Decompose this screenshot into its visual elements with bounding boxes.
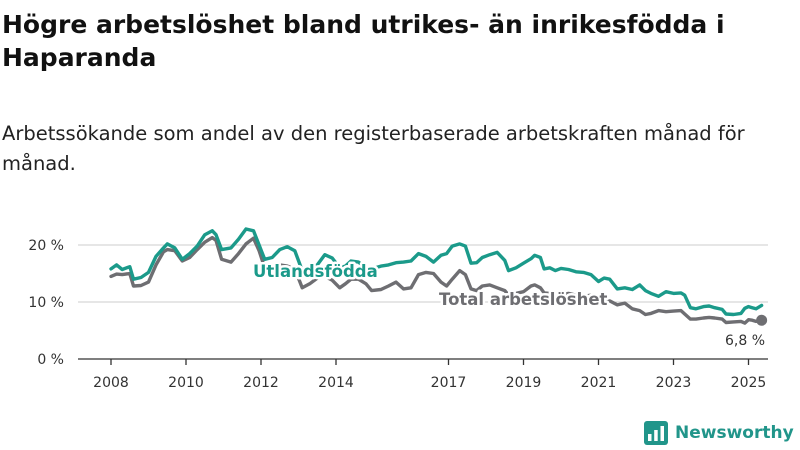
y-tick-label: 20 % (28, 238, 64, 254)
chart-subtitle: Arbetssökande som andel av den registerb… (2, 122, 745, 175)
end-point-marker (756, 314, 768, 326)
newsworthy-bars-icon (644, 421, 668, 445)
x-tick-label: 2019 (506, 375, 542, 391)
x-tick-label: 2017 (431, 375, 467, 391)
end-value-label: 6,8 % (725, 333, 765, 349)
y-tick-label: 0 % (37, 352, 64, 368)
x-tick-label: 2010 (168, 375, 204, 391)
x-tick-label: 2025 (731, 375, 767, 391)
series-label-total: Total arbetslöshet (439, 290, 608, 309)
series-line-total (109, 235, 764, 325)
brand-name: Newsworthy (675, 423, 794, 443)
x-tick-label: 2012 (243, 375, 279, 391)
series-line-utlandsfodda (109, 227, 764, 317)
x-tick-label: 2008 (93, 375, 129, 391)
newsworthy-logo: Newsworthy (644, 420, 794, 446)
x-tick-label: 2021 (581, 375, 617, 391)
series-label-utlandsfodda: Utlandsfödda (253, 262, 378, 281)
chart-title: Högre arbetslöshet bland utrikes- än inr… (2, 10, 725, 72)
x-tick-label: 2023 (656, 375, 692, 391)
y-tick-label: 10 % (28, 295, 64, 311)
x-tick-label: 2014 (318, 375, 354, 391)
